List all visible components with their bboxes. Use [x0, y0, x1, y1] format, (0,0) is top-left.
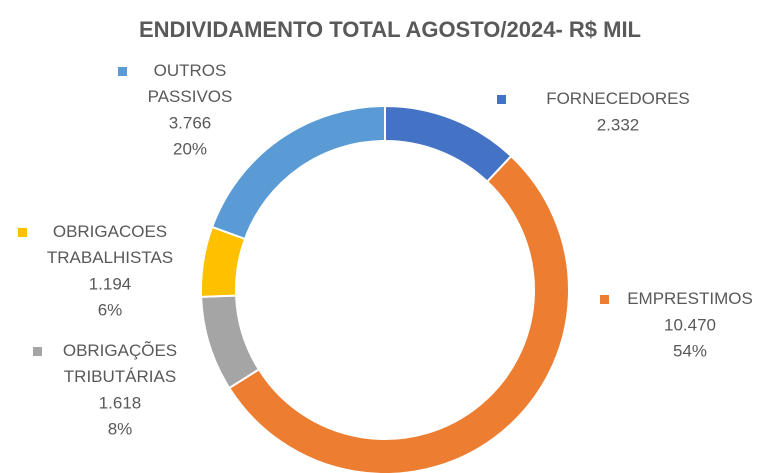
category-label-line: PASSIVOS — [148, 87, 233, 106]
percent-label: 54% — [673, 341, 707, 360]
chart-title: ENDIVIDAMENTO TOTAL AGOSTO/2024- R$ MIL — [139, 17, 641, 42]
category-label-line: OBRIGAÇÕES — [63, 341, 177, 360]
category-label: OBRIGACOES TRABALHISTAS — [47, 222, 173, 267]
category-label-line: TRABALHISTAS — [47, 248, 173, 267]
category-label: FORNECEDORES — [546, 89, 690, 108]
value-label: 2.332 — [597, 115, 640, 134]
category-label-line: FORNECEDORES — [546, 89, 690, 108]
category-label-line: TRIBUTÁRIAS — [64, 367, 176, 386]
category-label-line: OBRIGACOES — [53, 222, 167, 241]
percent-label: 20% — [173, 139, 207, 158]
legend-swatch — [33, 347, 42, 356]
legend-swatch — [118, 67, 127, 76]
category-label: OUTROS PASSIVOS — [148, 61, 233, 106]
category-label: EMPRESTIMOS — [627, 289, 753, 308]
category-label-line: OUTROS — [154, 61, 227, 80]
value-label: 10.470 — [664, 315, 716, 334]
percent-label: 8% — [108, 419, 133, 438]
legend-swatch — [18, 228, 27, 237]
percent-label: 6% — [98, 300, 123, 319]
legend-swatch — [497, 95, 506, 104]
donut-segment — [384, 104, 513, 184]
donut-segment — [210, 104, 386, 241]
value-label: 1.618 — [99, 393, 142, 412]
category-label-line: EMPRESTIMOS — [627, 289, 753, 308]
donut-segment — [200, 294, 261, 390]
value-label: 3.766 — [169, 113, 212, 132]
category-label: OBRIGAÇÕES TRIBUTÁRIAS — [63, 341, 177, 386]
value-label: 1.194 — [89, 274, 132, 293]
legend-swatch — [600, 295, 609, 304]
donut-segment — [227, 154, 570, 473]
